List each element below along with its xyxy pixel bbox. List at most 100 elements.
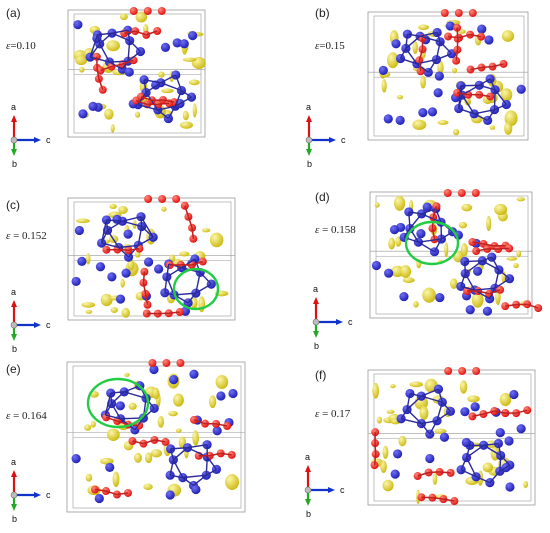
boron-atom	[516, 84, 526, 94]
axis-triad: a c b	[312, 284, 353, 351]
panel-a: (a) ε=0.10	[0, 0, 275, 178]
boron-atom	[172, 38, 182, 48]
boron-atom	[371, 260, 382, 271]
highlight-ring	[172, 267, 220, 311]
boron-atom	[188, 31, 198, 41]
boron-atom	[107, 272, 117, 282]
boron-atom	[123, 229, 133, 239]
boron-atom	[73, 20, 83, 30]
boron-atom	[165, 470, 175, 480]
oxygen-atom	[176, 359, 185, 367]
boron-atom	[391, 39, 401, 49]
boron-atom	[71, 276, 81, 287]
oxygen-atom	[172, 195, 181, 203]
axis-label-b: b	[12, 344, 17, 354]
boron-atom	[435, 292, 445, 303]
oxygen-atom	[143, 7, 152, 15]
boron-atom	[416, 228, 426, 239]
boron-atom	[78, 109, 88, 119]
bonds	[403, 206, 539, 309]
axis-triad: a c b	[10, 102, 51, 169]
boron-atom	[418, 108, 428, 118]
axis-label-a: a	[313, 284, 318, 294]
boron-atom	[228, 388, 238, 399]
boron-atom	[191, 484, 201, 495]
boron-atom	[189, 369, 199, 379]
boron-atom	[482, 306, 493, 316]
boron-atom	[160, 42, 171, 53]
axis-label-c: c	[341, 135, 346, 145]
boron-atom	[516, 424, 526, 434]
boron-atom	[390, 469, 400, 479]
boron-atom	[395, 115, 405, 125]
boron-atom	[427, 107, 438, 117]
boron-atom	[95, 262, 106, 272]
oxygen-atom	[158, 195, 167, 203]
strain-value: ε = 0.152	[6, 230, 47, 242]
boron-atom	[115, 294, 126, 304]
boron-atom	[470, 402, 480, 412]
boron-atom	[384, 268, 394, 278]
boron-atom	[115, 401, 125, 411]
boron-atom	[378, 65, 388, 76]
boron-atom	[216, 391, 226, 401]
boron-atom	[124, 67, 134, 77]
boron-atom	[144, 257, 154, 267]
panel-d: (d) ε = 0.158	[275, 178, 550, 356]
strain-value: ε = 0.17	[315, 408, 351, 420]
boron-atom	[445, 21, 455, 31]
highlight-ring	[404, 220, 460, 266]
boron-atom	[439, 432, 450, 442]
oxygen-atom	[157, 7, 166, 15]
oxygen-atom	[471, 189, 480, 197]
axis-label-b: b	[307, 159, 312, 169]
boron-atom	[477, 24, 487, 34]
panel-f: (f) ε = 0.17	[275, 356, 550, 533]
axis-label-b: b	[12, 514, 17, 524]
axis-label-c: c	[46, 490, 51, 500]
bonds	[94, 385, 232, 496]
boron-atom	[77, 256, 87, 266]
boron-atom	[484, 35, 494, 45]
axis-triad: a c b	[305, 102, 346, 169]
strain-value: ε=0.15	[315, 40, 345, 52]
boron-atom	[434, 71, 444, 81]
boron-atom	[495, 428, 505, 438]
boron-atom	[433, 88, 443, 98]
axis-label-b: b	[306, 509, 311, 519]
panel-label: (b)	[315, 6, 330, 20]
boron-atom	[179, 39, 189, 49]
boron-atom	[383, 114, 393, 124]
axis-label-a: a	[305, 452, 310, 462]
axis-label-a: a	[11, 102, 16, 112]
axis-label-a: a	[11, 287, 16, 297]
oxygen-atom	[472, 367, 481, 375]
axis-label-c: c	[348, 317, 353, 327]
axis-label-c: c	[340, 485, 345, 495]
axis-label-a: a	[306, 102, 311, 112]
boron-atom	[392, 449, 403, 459]
boron-atom	[461, 437, 471, 448]
boron-atom	[105, 462, 115, 473]
boron-atom	[139, 75, 149, 85]
axis-triad: a c b	[10, 287, 51, 354]
axis-label-c: c	[46, 320, 51, 330]
axis-label-c: c	[46, 135, 51, 145]
boron-atom	[136, 212, 146, 222]
oxygen-atom	[129, 7, 138, 15]
panel-label: (f)	[315, 368, 327, 382]
axis-label-b: b	[314, 341, 319, 351]
boron-atom	[121, 268, 131, 278]
structure-panel-b: a c b	[305, 9, 529, 169]
strain-value: ε=0.10	[6, 40, 36, 52]
boron-atom	[88, 101, 98, 111]
boron-atom	[212, 426, 222, 436]
panel-label: (d)	[315, 190, 330, 204]
panel-b: (b) ε=0.15	[275, 0, 550, 178]
structure-panel-c: a c b	[10, 195, 236, 354]
boron-atom	[399, 291, 409, 302]
oxygen-atom	[454, 9, 463, 17]
panel-label: (c)	[6, 198, 20, 212]
axis-label-b: b	[12, 159, 17, 169]
